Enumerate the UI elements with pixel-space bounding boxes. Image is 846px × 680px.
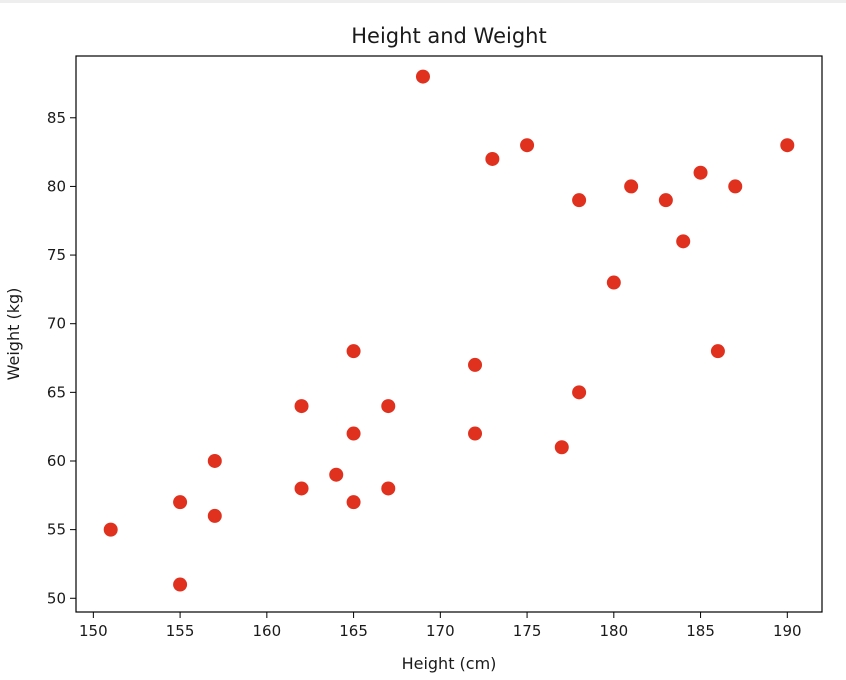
y-tick-label: 65 [47,383,66,401]
x-tick-label: 185 [686,622,715,640]
data-point [207,453,222,468]
data-point [606,275,621,290]
data-point [329,467,344,482]
x-tick-label: 160 [253,622,282,640]
data-point [520,138,535,153]
data-point [710,344,725,359]
data-point [676,234,691,249]
data-point [658,193,673,208]
data-point [173,577,188,592]
x-tick-label: 175 [513,622,542,640]
data-points [103,69,795,592]
y-tick-label: 60 [47,452,66,470]
data-point [554,440,569,455]
data-point [103,522,118,537]
x-tick-label: 155 [166,622,195,640]
x-tick-label: 180 [599,622,628,640]
data-point [624,179,639,194]
data-point [294,399,309,414]
data-point [780,138,795,153]
y-tick-label: 85 [47,109,66,127]
data-point [468,426,483,441]
data-point [693,165,708,180]
x-tick-label: 150 [79,622,108,640]
y-tick-label: 80 [47,177,66,195]
data-point [173,495,188,510]
data-point [468,357,483,372]
y-tick-label: 70 [47,315,66,333]
plot-frame [75,55,823,613]
x-axis-label: Height (cm) [402,654,497,673]
y-tick-label: 75 [47,246,66,264]
data-point [485,151,500,166]
y-tick-label: 55 [47,521,66,539]
data-point [346,344,361,359]
data-point [381,481,396,496]
data-point [294,481,309,496]
data-point [572,193,587,208]
data-point [346,426,361,441]
y-axis-label: Weight (kg) [4,288,23,381]
chart-title: Height and Weight [351,24,546,48]
top-border [0,0,846,3]
data-point [207,508,222,523]
data-point [346,495,361,510]
data-point [381,399,396,414]
x-tick-label: 170 [426,622,455,640]
axis-ticks: 150 155 160 165 170 175 180 185 190 50 55 60 65 70 75 8… [47,109,802,640]
data-point [728,179,743,194]
y-tick-label: 50 [47,589,66,607]
x-tick-label: 190 [773,622,802,640]
x-tick-label: 165 [339,622,368,640]
data-point [415,69,430,84]
data-point [572,385,587,400]
